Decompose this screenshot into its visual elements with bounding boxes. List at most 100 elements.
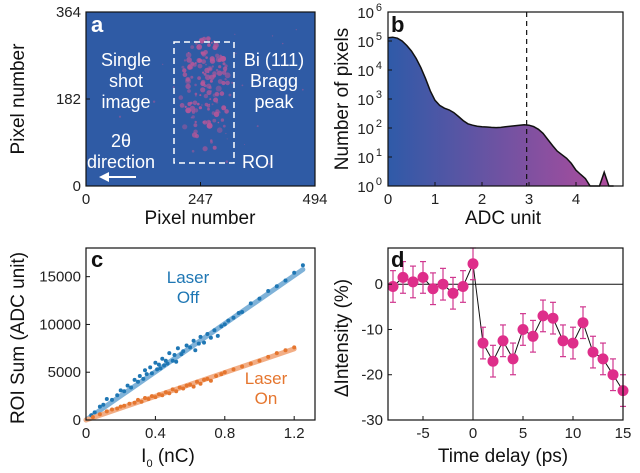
speckle-dot xyxy=(178,95,184,100)
speckle-dot xyxy=(224,72,231,79)
laser-off-point xyxy=(236,311,241,315)
laser-on-point xyxy=(156,392,161,397)
speckle-dot xyxy=(209,98,212,101)
i0-symbol: I xyxy=(141,446,146,467)
laser-off-point xyxy=(148,365,153,370)
laser-off-label-line2: Off xyxy=(177,288,200,307)
laser-off-point xyxy=(125,383,130,388)
laser-on-point xyxy=(97,412,102,417)
intensity-point xyxy=(597,353,609,365)
speckle-dot xyxy=(191,110,196,114)
panel-a-y-tick-label: 364 xyxy=(56,4,81,21)
panel-d-plot xyxy=(387,247,629,421)
speckle-dot xyxy=(191,115,195,119)
panel-a-x-tick-label: 0 xyxy=(82,191,90,208)
laser-on-point xyxy=(177,385,182,390)
intensity-point xyxy=(417,271,429,283)
speckle-dot xyxy=(194,108,199,113)
panel-d-y-tick-label: -20 xyxy=(361,367,383,384)
intensity-point xyxy=(497,335,509,347)
panel-d-x-tick-label: 15 xyxy=(615,425,632,442)
intensity-point xyxy=(447,287,459,299)
laser-on-point xyxy=(195,379,199,384)
laser-on-point xyxy=(118,404,123,409)
speckle-dot xyxy=(192,62,197,67)
speckle-dot xyxy=(202,146,208,152)
speckle-dot xyxy=(185,78,192,85)
laser-on-point xyxy=(110,407,114,412)
noise-dot xyxy=(295,29,297,31)
speckle-dot xyxy=(191,132,198,138)
laser-on-point xyxy=(219,372,224,377)
panel-d: -5 0 5 10 15 -30 -20 -10 0 d Time delay (ps) ΔI… xyxy=(332,247,631,467)
speckle-dot xyxy=(203,72,207,76)
laser-on-point xyxy=(115,406,120,411)
speckle-dot xyxy=(207,120,211,124)
panel-a-x-tick-label: 494 xyxy=(302,191,327,208)
noise-dot xyxy=(201,104,203,106)
direction-label: direction xyxy=(87,152,155,172)
panel-b-x-tick-label: 3 xyxy=(525,191,533,208)
speckle-dot xyxy=(191,111,194,113)
speckle-dot xyxy=(215,69,219,72)
noise-dot xyxy=(271,35,274,37)
laser-off-point xyxy=(143,368,147,373)
speckle-dot xyxy=(215,109,220,114)
laser-off-point xyxy=(257,296,262,301)
intensity-point xyxy=(477,337,489,349)
laser-off-point xyxy=(160,356,165,361)
laser-off-point xyxy=(144,372,149,377)
laser-off-point xyxy=(205,332,210,336)
speckle-dot xyxy=(211,65,214,68)
noise-dot xyxy=(268,162,271,165)
panel-b-x-ticks: 0 1 2 3 4 xyxy=(384,182,580,208)
panel-d-y-ticks: -30 -20 -10 0 xyxy=(361,276,392,429)
panel-d-x-tick-label: 5 xyxy=(519,425,527,442)
noise-dot xyxy=(234,33,236,35)
laser-off-point xyxy=(162,363,167,368)
speckle-dot xyxy=(219,54,222,58)
speckle-dot xyxy=(189,61,194,65)
intensity-point xyxy=(507,353,519,365)
speckle-dot xyxy=(224,78,227,81)
laser-on-point xyxy=(174,389,179,394)
speckle-dot xyxy=(194,83,197,87)
panel-c-x-tick-label: 0 xyxy=(82,425,90,442)
speckle-dot xyxy=(202,71,205,74)
laser-on-label-line2: On xyxy=(255,389,278,408)
intensity-point xyxy=(527,330,539,342)
speckle-dot xyxy=(185,83,191,90)
laser-off-point xyxy=(193,348,198,353)
speckle-dot xyxy=(205,63,207,66)
laser-off-point xyxy=(115,393,120,398)
panel-b-y-tick-exponent: 6 xyxy=(376,2,382,14)
panel-b-y-tick-label: 10 xyxy=(357,179,374,196)
laser-off-point xyxy=(283,278,288,283)
laser-on-point xyxy=(266,354,271,359)
noise-dot xyxy=(127,165,131,169)
speckle-dot xyxy=(207,107,210,111)
laser-on-point xyxy=(188,382,193,387)
speckle-dot xyxy=(225,80,230,86)
panel-d-label: d xyxy=(391,247,404,272)
panel-d-y-tick-label: -30 xyxy=(361,412,383,429)
panel-d-ylabel: ΔIntensity (%) xyxy=(332,279,353,397)
intensity-point xyxy=(467,258,479,270)
speckle-dot xyxy=(202,36,207,42)
panel-a: a Single shot image Bi (111) Bragg peak … xyxy=(8,4,328,229)
laser-on-point xyxy=(184,383,189,388)
laser-off-point xyxy=(97,404,102,409)
speckle-dot xyxy=(217,121,220,124)
panel-b-ylabel: Number of pixels xyxy=(332,28,353,171)
laser-off-point xyxy=(274,284,279,289)
panel-c-y-tick-label: 10000 xyxy=(39,316,81,333)
panel-c-ylabel: ROI Sum (ADC unit) xyxy=(8,252,29,424)
laser-off-point xyxy=(165,361,170,366)
panel-b-label: b xyxy=(391,12,404,37)
bragg-peak-speckles xyxy=(103,29,304,177)
speckle-dot xyxy=(199,94,202,97)
speckle-dot xyxy=(205,74,211,81)
speckle-dot xyxy=(206,83,212,89)
speckle-dot xyxy=(190,75,194,79)
noise-dot xyxy=(225,160,229,163)
